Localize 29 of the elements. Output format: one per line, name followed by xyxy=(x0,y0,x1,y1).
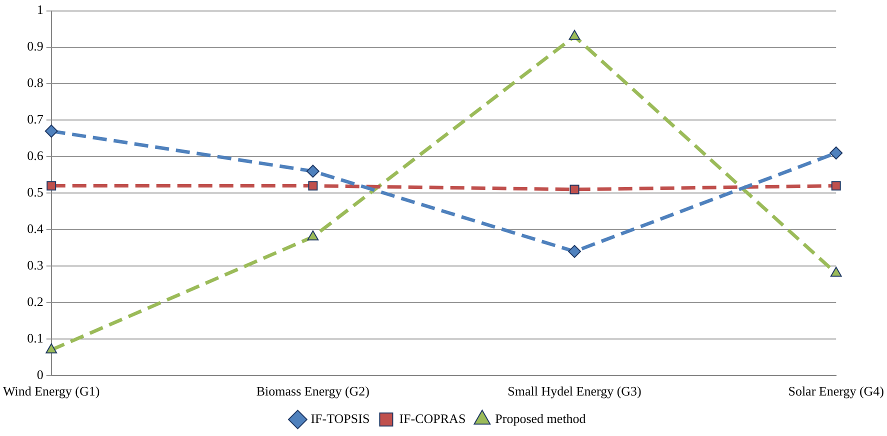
x-tick-label: Solar Energy (G4) xyxy=(788,384,884,399)
legend-label: IF-TOPSIS xyxy=(310,410,370,426)
y-tick-label: 0 xyxy=(36,366,44,382)
point xyxy=(44,124,58,138)
y-tick-label: 0.1 xyxy=(27,330,44,346)
y-tick-label: 0.6 xyxy=(27,148,44,164)
point xyxy=(831,181,841,191)
y-tick-label: 0.4 xyxy=(27,220,44,236)
point xyxy=(307,230,319,240)
point xyxy=(830,146,843,160)
point xyxy=(568,244,582,258)
y-tick-label: 0.3 xyxy=(27,257,44,272)
y-tick-label: 0.5 xyxy=(27,184,44,200)
y-tick-label: 1 xyxy=(36,2,44,18)
x-tick-label: Small Hydel Energy (G3) xyxy=(508,384,642,399)
point xyxy=(830,266,842,277)
y-tick-label: 0.9 xyxy=(27,38,44,54)
y-tick-label: 0.7 xyxy=(27,112,44,127)
point xyxy=(46,343,58,354)
legend-label: Proposed method xyxy=(495,410,586,426)
x-tick-label: Biomass Energy (G2) xyxy=(256,384,370,399)
x-tick-label: Wind Energy (G1) xyxy=(2,384,100,399)
point xyxy=(46,181,56,191)
point xyxy=(308,181,318,191)
point xyxy=(306,164,320,178)
y-tick-label: 0.8 xyxy=(27,75,44,90)
legend-label: IF-COPRAS xyxy=(399,410,466,426)
point xyxy=(570,184,580,194)
y-tick-label: 0.2 xyxy=(27,294,44,309)
